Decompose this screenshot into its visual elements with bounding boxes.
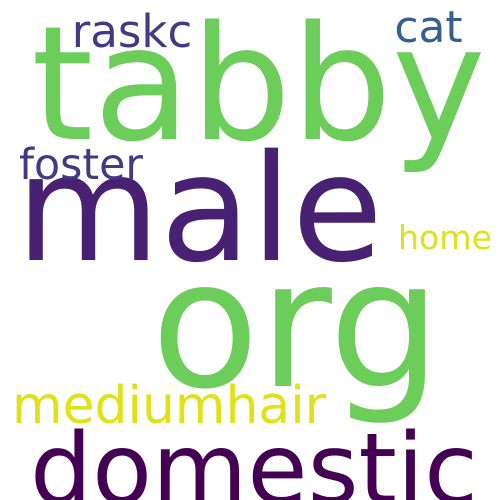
word-mediumhair: mediumhair — [12, 375, 326, 436]
word-org: org — [151, 222, 441, 429]
word-foster: foster — [19, 140, 143, 191]
word-cat: cat — [394, 2, 463, 53]
word-raskc: raskc — [71, 4, 193, 58]
word-domestic: domestic — [30, 413, 478, 500]
word-male: male — [16, 123, 383, 295]
word-home: home — [398, 217, 492, 257]
word-tabby: tabby — [31, 0, 486, 177]
